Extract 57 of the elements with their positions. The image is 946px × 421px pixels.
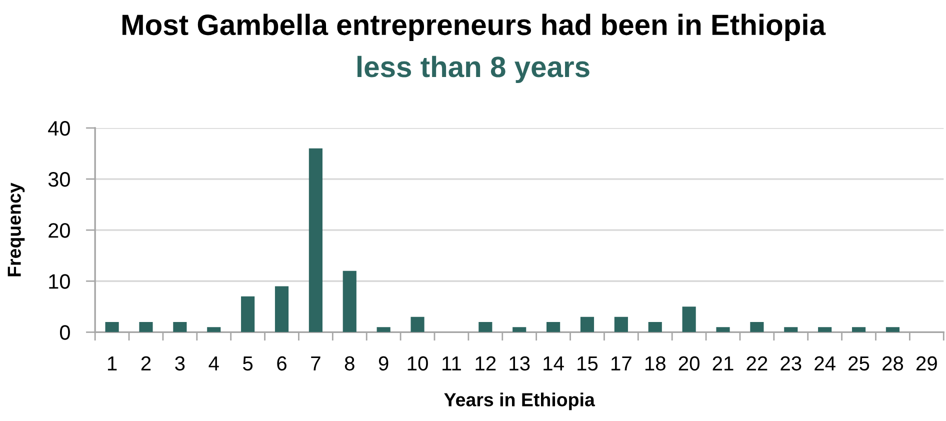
x-tick-label: 13 (510, 356, 530, 371)
bar (580, 316, 594, 332)
x-tick-label: 15 (578, 356, 598, 371)
x-tick-label: 23 (780, 356, 802, 371)
bar (546, 322, 560, 332)
bar (784, 327, 798, 332)
bar (308, 148, 322, 332)
x-tick-label: 2 (141, 356, 151, 370)
x-tick-label: 22 (746, 356, 768, 370)
x-tick-label: 4 (208, 356, 219, 370)
x-tick-label: 7 (311, 356, 320, 370)
y-tick-label: 20 (48, 223, 70, 238)
x-tick-label: 29 (916, 356, 937, 371)
bar (648, 322, 662, 332)
bar (410, 316, 424, 332)
bar (105, 322, 119, 332)
y-tick-label: 30 (48, 172, 70, 187)
bar (139, 322, 153, 332)
bar (207, 327, 221, 332)
bar (886, 327, 900, 332)
x-tick-label: 6 (277, 356, 286, 371)
chart-title: Most Gambella entrepreneurs had been in Ethiopia (122, 14, 826, 41)
y-tick-label: 10 (49, 274, 70, 289)
y-tick-label: 0 (60, 325, 70, 340)
bar (342, 270, 356, 332)
y-axis-title: Frequency (8, 182, 25, 276)
x-tick-label: 28 (882, 356, 904, 371)
x-tick-label: 21 (712, 356, 734, 370)
y-tick-label: 40 (48, 120, 70, 136)
x-tick-label: 10 (408, 356, 428, 371)
bar (376, 327, 390, 332)
x-tick-label: 18 (645, 356, 666, 371)
bar (241, 296, 255, 332)
x-tick-label: 25 (848, 356, 870, 371)
bar (478, 322, 492, 332)
bar (750, 322, 764, 332)
x-axis-title: Years in Ethiopia (444, 392, 596, 410)
x-tick-label: 1 (108, 356, 117, 370)
bar (682, 306, 696, 332)
x-tick-label: 11 (442, 356, 461, 370)
x-tick-label: 17 (612, 356, 632, 370)
bar (614, 316, 628, 332)
x-tick-label: 20 (678, 356, 700, 371)
bar (716, 327, 730, 332)
x-tick-label: 14 (544, 356, 564, 370)
x-tick-label: 5 (243, 356, 253, 371)
x-tick-label: 12 (476, 356, 496, 370)
x-tick-label: 3 (175, 356, 185, 371)
x-tick-label: 8 (344, 356, 354, 371)
x-tick-label: 9 (378, 356, 388, 371)
bar (274, 286, 289, 332)
bar (818, 327, 832, 332)
bar (852, 327, 866, 332)
bar (512, 327, 526, 332)
x-tick-label: 24 (814, 356, 836, 370)
bar (173, 322, 187, 332)
chart-subtitle: less than 8 years (358, 56, 590, 84)
